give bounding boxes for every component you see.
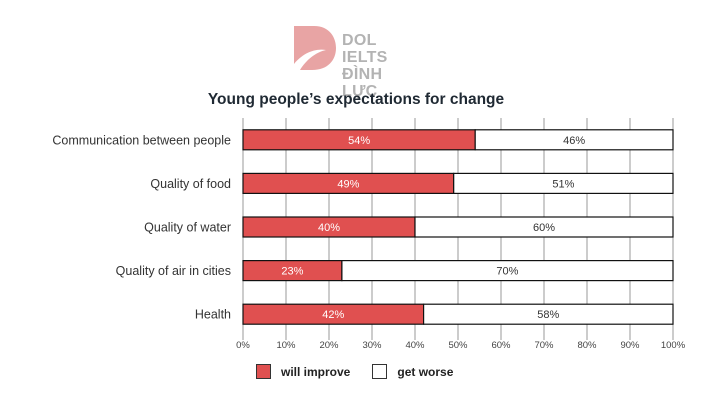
legend-swatch-will-improve [256,364,271,379]
brand-logo: DOL IELTS ĐÌNH LỰC [292,24,422,100]
x-tick-label: 50% [448,340,468,351]
bar-get-worse [423,303,674,325]
data-label: 60% [533,222,555,234]
legend-item-will-improve: will improve [256,364,350,379]
x-tick-label: 100% [661,340,686,351]
data-label: 23% [281,266,303,278]
data-label: 40% [318,222,340,234]
x-tick-label: 0% [236,340,250,351]
legend-label: will improve [281,364,351,379]
data-label: 58% [537,309,559,321]
x-tick-label: 90% [620,340,640,351]
brand-text: DOL IELTS ĐÌNH LỰC [342,32,422,100]
x-tick-label: 60% [491,340,511,351]
x-tick-label: 80% [577,340,597,351]
category-label: Quality of water [144,221,231,235]
bar-get-worse [414,216,674,238]
bar-get-worse [453,172,674,194]
category-label: Quality of food [150,177,231,191]
legend: will improve get worse [256,364,475,379]
x-tick-label: 20% [319,340,339,351]
x-tick-label: 30% [362,340,382,351]
brand-line-1: DOL IELTS [342,32,388,66]
category-labels: Communication between people Quality of f… [52,133,231,321]
legend-label: get worse [397,364,454,379]
chart-title: Young people’s expectations for change [207,91,505,108]
x-tick-labels: 0% 10% 20% 30% 40% 50% 60% 70% 80% 90% 100% [236,340,686,351]
category-label: Health [195,308,231,322]
legend-swatch-get-worse [372,364,388,379]
x-tick-label: 70% [534,340,554,351]
data-label: 49% [337,178,359,190]
x-tick-label: 40% [405,340,425,351]
data-label: 51% [552,178,574,190]
data-label: 54% [348,135,370,147]
data-label: 70% [496,266,518,278]
brand-line-2: ĐÌNH LỰC [342,66,383,100]
bar-get-worse [474,129,674,151]
dol-logo-icon [294,26,336,70]
data-label: 42% [322,309,344,321]
x-tick-label: 10% [276,340,296,351]
category-label: Quality of air in cities [116,264,231,278]
data-label: 46% [563,135,585,147]
bars: 54% 46% 49% 51% 40% 60% 23% 70% 42% 58% [242,129,674,325]
legend-item-get-worse: get worse [372,364,453,379]
category-label: Communication between people [52,133,231,147]
bar-get-worse [341,260,674,282]
